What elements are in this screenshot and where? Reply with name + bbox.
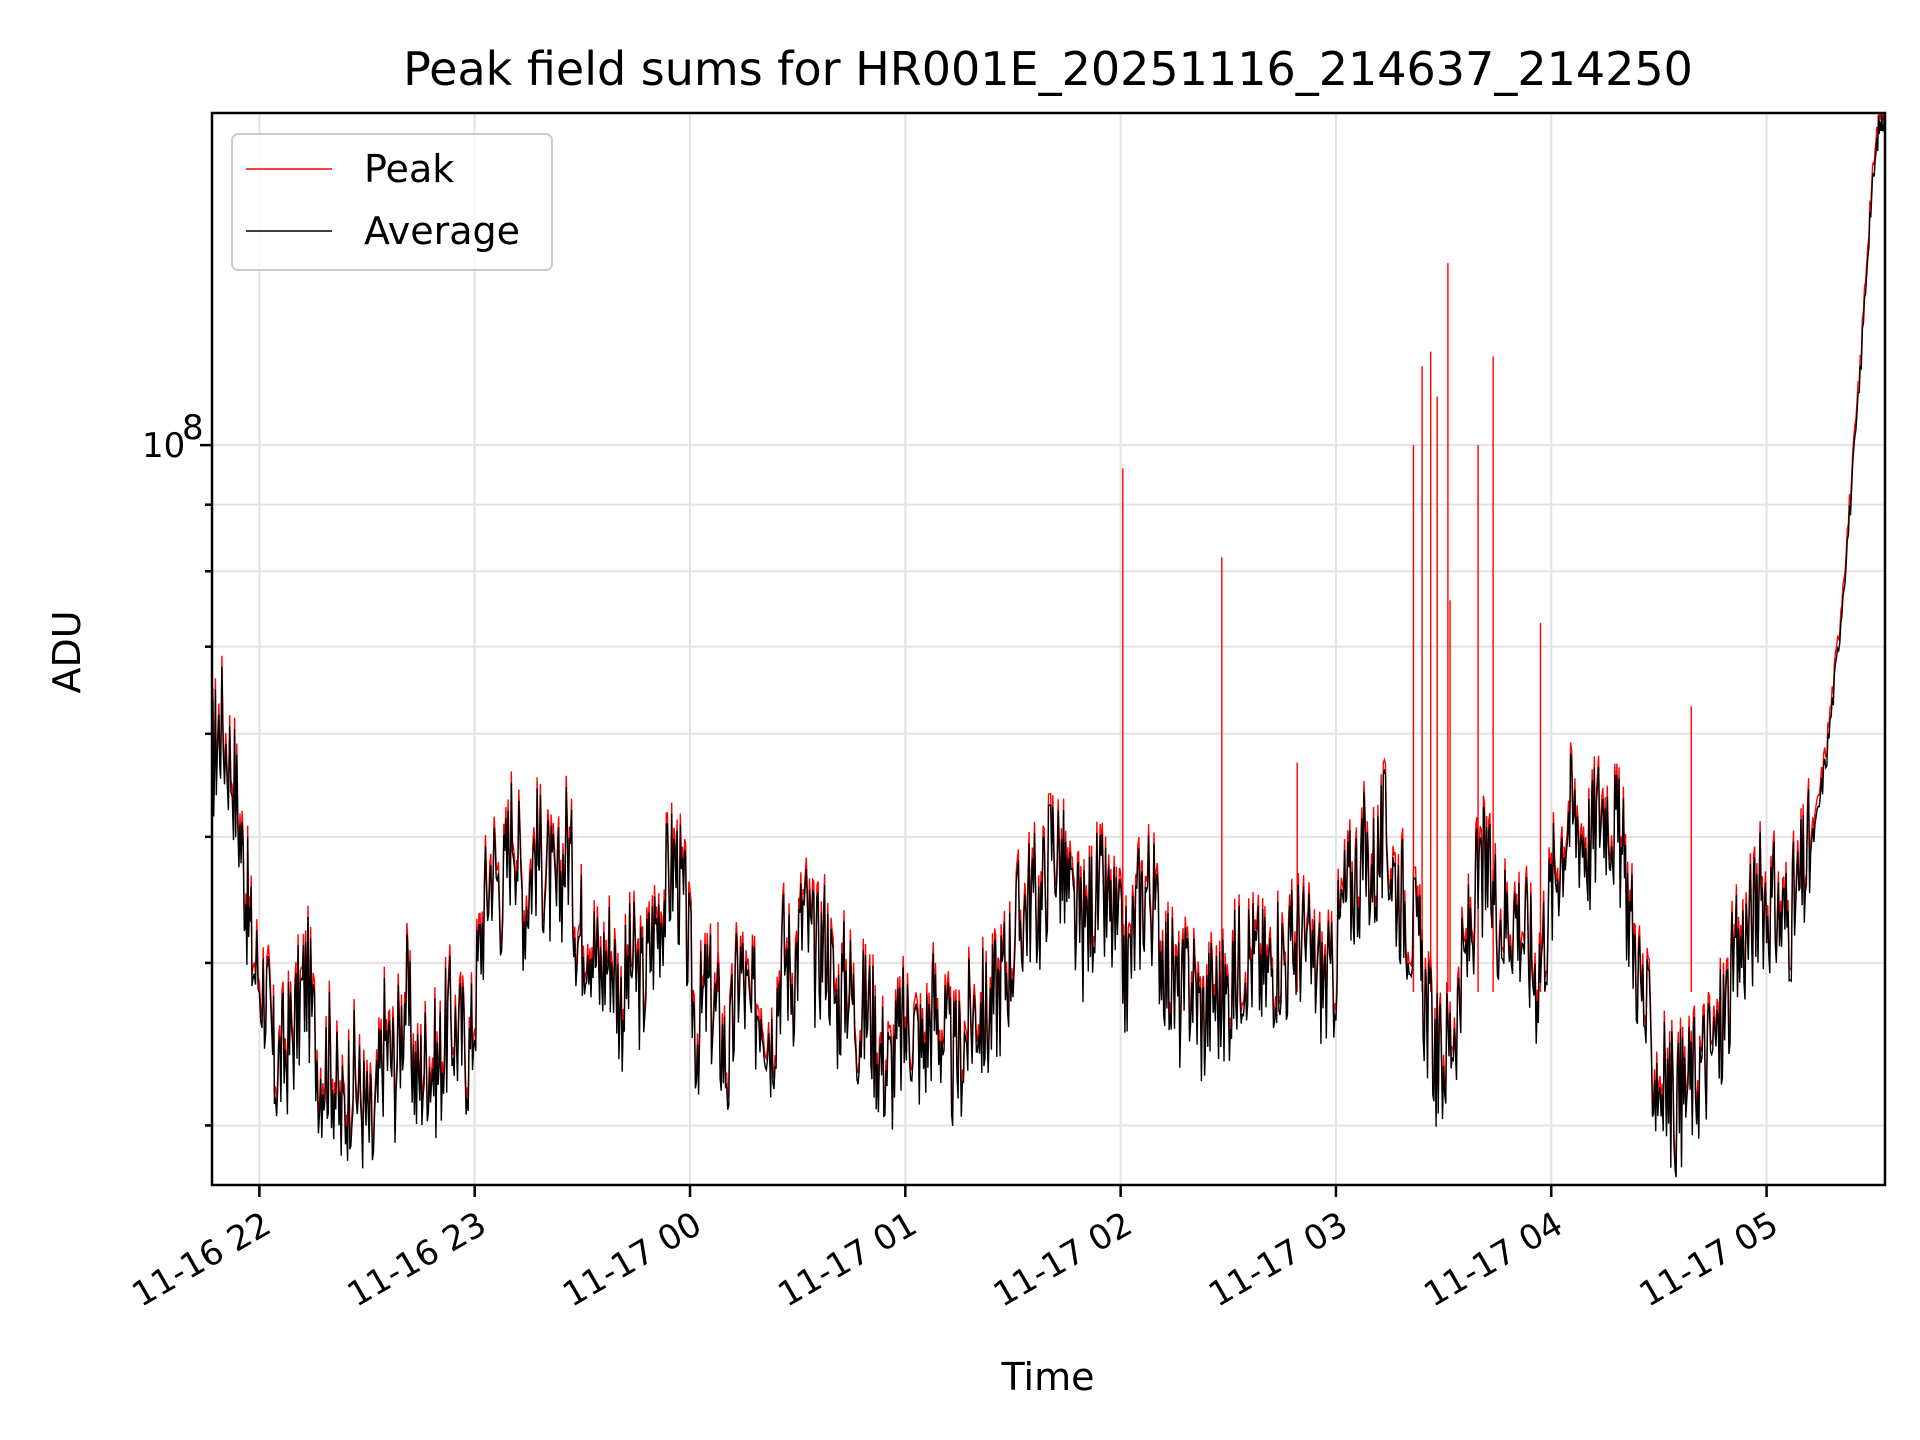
legend-average-label: Average bbox=[364, 209, 520, 253]
series-layer bbox=[211, 112, 1886, 1178]
legend: Peak Average bbox=[231, 133, 553, 271]
x-axis-label: Time bbox=[1001, 1355, 1095, 1399]
legend-peak-label: Peak bbox=[364, 147, 454, 191]
legend-box bbox=[231, 133, 553, 271]
chart-title: Peak field sums for HR001E_20251116_2146… bbox=[403, 42, 1693, 96]
y-tick-label: 10 bbox=[142, 426, 185, 466]
y-tick-exponent: 8 bbox=[182, 408, 204, 448]
y-axis-label: ADU bbox=[45, 610, 89, 693]
series-average-line bbox=[211, 112, 1886, 1178]
plot-frame bbox=[210, 111, 1887, 1187]
